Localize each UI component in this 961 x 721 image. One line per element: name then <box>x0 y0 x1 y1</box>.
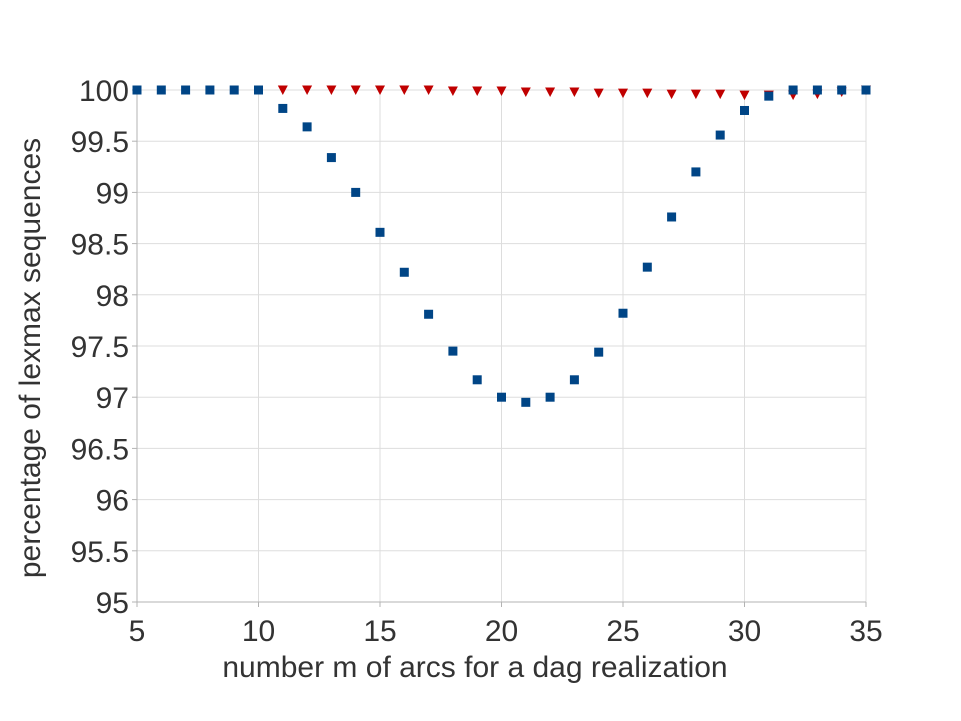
triangle-point <box>399 85 410 95</box>
triangle-point <box>593 88 604 99</box>
x-tick-label: 5 <box>129 615 146 648</box>
y-tick-label: 98 <box>96 280 129 313</box>
triangle-point <box>690 89 701 100</box>
x-tick-label: 30 <box>728 615 761 648</box>
x-tick-label: 10 <box>242 615 275 648</box>
triangle-point <box>545 87 556 98</box>
square-point <box>861 85 871 95</box>
y-tick-label: 98.5 <box>71 229 129 262</box>
square-point <box>375 227 385 237</box>
y-tick-label: 100 <box>79 75 129 108</box>
square-point <box>764 91 774 101</box>
triangle-point <box>447 86 458 97</box>
triangle-point <box>423 85 434 95</box>
square-point <box>812 85 822 95</box>
square-point <box>229 85 239 95</box>
y-tick-label: 99 <box>96 177 129 210</box>
y-tick-label: 96.5 <box>71 433 129 466</box>
square-point <box>691 167 701 177</box>
square-point <box>594 347 604 357</box>
x-tick-label: 15 <box>363 615 396 648</box>
triangle-point <box>715 89 726 100</box>
x-axis-title: number m of arcs for a dag realization <box>222 651 727 684</box>
triangle-point <box>739 90 750 101</box>
triangle-point <box>350 85 361 95</box>
square-point <box>326 153 336 163</box>
triangle-point <box>302 85 313 95</box>
series-layer <box>132 85 871 407</box>
square-point <box>254 85 263 95</box>
square-point <box>788 85 798 95</box>
y-tick-label: 97 <box>96 382 129 415</box>
square-point <box>205 85 215 95</box>
x-tick-label: 25 <box>606 615 639 648</box>
square-point <box>156 85 166 95</box>
y-axis-title: percentage of lexmax sequences <box>14 138 47 578</box>
square-point <box>569 375 579 385</box>
axis-layer <box>132 89 867 607</box>
x-tick-label: 35 <box>849 615 882 648</box>
y-tick-label: 96 <box>96 485 129 518</box>
triangle-point <box>642 88 653 99</box>
square-point <box>278 103 288 113</box>
square-point <box>667 212 677 222</box>
triangle-point <box>520 87 531 98</box>
square-point <box>424 309 434 319</box>
series-triangles <box>277 85 871 101</box>
triangle-point <box>569 87 580 98</box>
square-point <box>740 105 749 115</box>
square-point <box>448 346 458 356</box>
triangle-point <box>666 89 677 100</box>
square-point <box>351 187 361 197</box>
tick-label-layer: 95 95.5 96 96.5 97 97.5 98 98.5 99 99.5 100 5 10 15 20… <box>71 75 883 648</box>
square-point <box>521 397 531 407</box>
triangle-point <box>472 86 483 97</box>
square-point <box>545 392 555 402</box>
triangle-point <box>375 85 385 95</box>
square-point <box>472 375 482 385</box>
square-point <box>399 267 409 277</box>
square-point <box>837 85 847 95</box>
square-point <box>497 392 506 402</box>
series-squares <box>132 85 871 407</box>
triangle-point <box>496 86 507 97</box>
y-tick-label: 95 <box>96 587 129 620</box>
y-tick-label: 97.5 <box>71 331 129 364</box>
square-point <box>181 85 191 95</box>
grid-layer <box>137 89 867 602</box>
square-point <box>132 85 142 95</box>
triangle-point <box>277 85 288 95</box>
triangle-point <box>618 88 628 99</box>
square-point <box>302 122 312 132</box>
square-point <box>642 262 652 272</box>
x-tick-label: 20 <box>485 615 518 648</box>
square-point <box>715 130 725 140</box>
y-tick-label: 95.5 <box>71 536 129 569</box>
y-tick-label: 99.5 <box>71 126 129 159</box>
square-point <box>618 308 628 318</box>
triangle-point <box>326 85 337 95</box>
